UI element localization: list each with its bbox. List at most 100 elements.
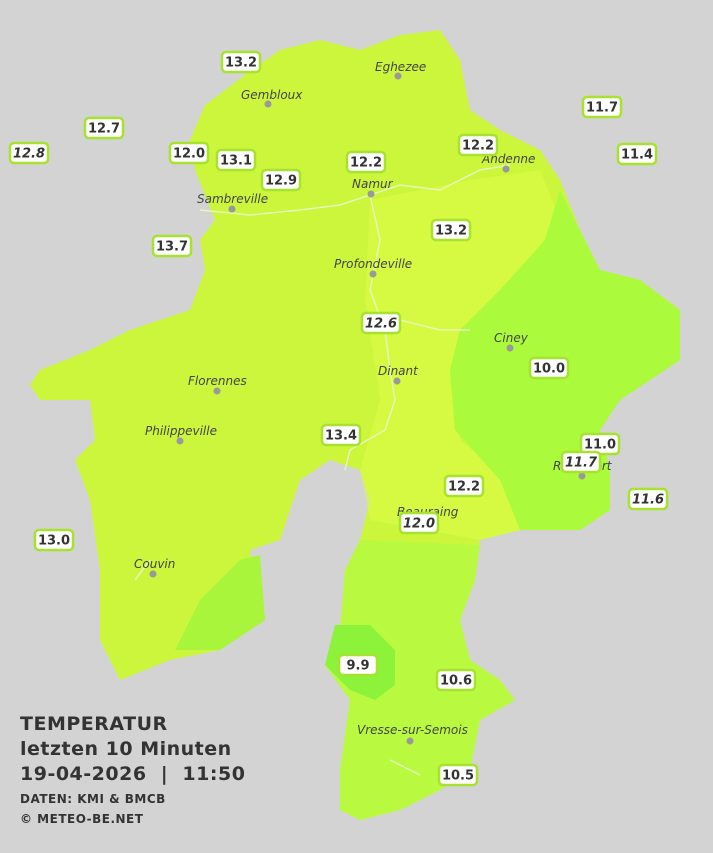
temperature: 13.4 [325, 429, 357, 444]
label-box [260, 168, 302, 192]
label-box [320, 423, 362, 447]
label-box [443, 474, 485, 498]
label-box [360, 311, 402, 335]
temperature: 12.8 [13, 147, 45, 162]
temperature: 11.7 [586, 101, 618, 116]
label-box [457, 133, 499, 157]
temperature: 11.4 [621, 148, 653, 163]
label-box [337, 653, 379, 677]
town-label: Couvin [134, 557, 175, 571]
station-label: 13.2 [220, 50, 262, 74]
town-dot [393, 377, 401, 385]
town-label: Sambreville [197, 192, 268, 206]
station-label: 10.6 [435, 668, 477, 692]
station-label: 12.0 [398, 511, 440, 535]
town-label: Vresse-sur-Semois [357, 723, 468, 737]
temperature: 12.9 [265, 174, 297, 189]
town-label: Dinant [378, 364, 419, 378]
temperature: 12.0 [403, 517, 435, 532]
temperature: 11.7 [565, 456, 598, 471]
station-label: 12.2 [345, 150, 387, 174]
station-label: 12.2 [443, 474, 485, 498]
station-label: 13.4 [320, 423, 362, 447]
town-dot [213, 387, 221, 395]
station-label: 12.7 [83, 116, 125, 140]
label-box [435, 668, 477, 692]
temperature: 12.2 [350, 156, 382, 171]
label-box [430, 218, 472, 242]
label-box [398, 511, 440, 535]
town-dot [578, 472, 586, 480]
temperature: 10.6 [440, 674, 472, 689]
town-dot [506, 344, 514, 352]
label-box [560, 450, 602, 474]
temperature: 13.7 [156, 240, 188, 255]
town-dot [406, 737, 414, 745]
town-dot [176, 437, 184, 445]
town-dot [264, 100, 272, 108]
station-label: 10.0 [528, 356, 570, 380]
town-dot [149, 570, 157, 578]
station-label: 13.0 [33, 528, 75, 552]
label-box [168, 141, 210, 165]
station-label: 11.7 [560, 450, 602, 474]
station-label: 10.5 [437, 763, 479, 787]
label-box [627, 487, 669, 511]
station-label: 11.7 [581, 95, 623, 119]
copyright: © METEO-BE.NET [20, 812, 144, 826]
town-label: Eghezee [375, 60, 426, 74]
title: TEMPERATUR [20, 713, 168, 735]
temperature: 9.9 [346, 659, 369, 674]
label-box [215, 148, 257, 172]
station-label: 11.0 [579, 432, 621, 456]
station-label: 9.9 [337, 653, 379, 677]
station-label: 13.7 [151, 234, 193, 258]
stations: 13.2 11.7 12.7 12.8 12.0 13.1 12.2 12.2 11.4 12.9… [8, 50, 669, 787]
town-dot [369, 270, 377, 278]
temperature: 11.6 [632, 493, 664, 508]
temperature: 13.2 [225, 56, 257, 71]
label-box [8, 141, 50, 165]
subtitle: letzten 10 Minuten [20, 738, 232, 760]
station-label: 12.2 [457, 133, 499, 157]
town-label: Profondeville [334, 257, 412, 271]
town-label: Gembloux [241, 88, 303, 102]
temperature: 13.0 [38, 534, 70, 549]
label-box [528, 356, 570, 380]
town-label: Ciney [494, 331, 529, 345]
temperature: 10.0 [533, 362, 565, 377]
town-dot [228, 205, 236, 213]
temperature: 13.2 [435, 224, 467, 239]
town-label: Florennes [188, 374, 247, 388]
label-box [83, 116, 125, 140]
station-label: 12.6 [360, 311, 402, 335]
station-label: 11.6 [627, 487, 669, 511]
town-dot [502, 165, 510, 173]
label-box [151, 234, 193, 258]
town-dot [394, 72, 402, 80]
temperature: 12.2 [448, 480, 480, 495]
station-label: 11.4 [616, 142, 658, 166]
station-label: 12.9 [260, 168, 302, 192]
label-box [345, 150, 387, 174]
temperature: 10.5 [442, 769, 474, 784]
station-label: 13.1 [215, 148, 257, 172]
temperature: 12.6 [365, 317, 397, 332]
temperature: 13.1 [220, 154, 252, 169]
temperature: 12.7 [88, 122, 120, 137]
label-box [33, 528, 75, 552]
temperature: 11.0 [584, 438, 616, 453]
timestamp: 19-04-2026 | 11:50 [20, 763, 245, 785]
label-box [437, 763, 479, 787]
source: DATEN: KMI & BMCB [20, 792, 166, 806]
town-label: Namur [352, 177, 394, 191]
label-box [616, 142, 658, 166]
label-box [220, 50, 262, 74]
legend: TEMPERATUR letzten 10 Minuten 19-04-2026… [20, 713, 245, 826]
town-dot [367, 190, 375, 198]
station-label: 12.0 [168, 141, 210, 165]
town-label: Philippeville [145, 424, 217, 438]
temperature: 12.2 [462, 139, 494, 154]
station-label: 13.2 [430, 218, 472, 242]
